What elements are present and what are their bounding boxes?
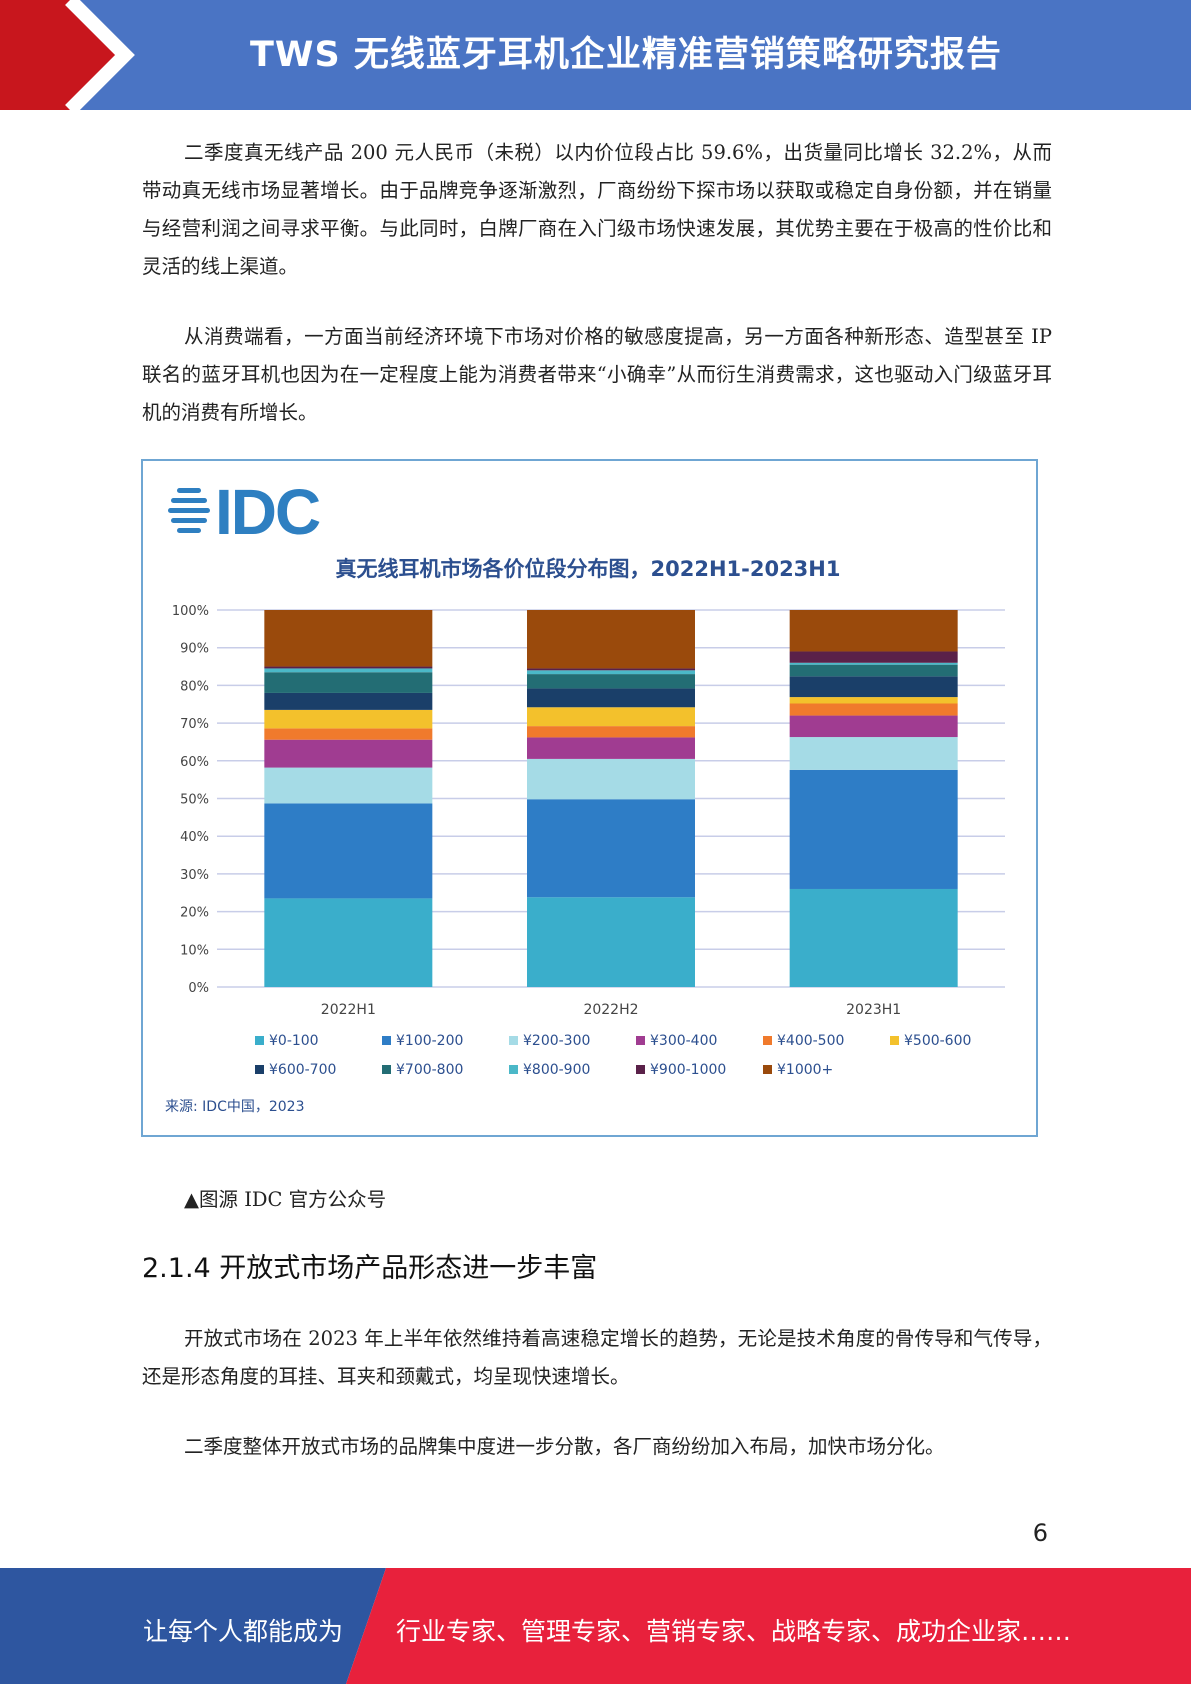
bar-segment-9 xyxy=(527,670,695,675)
x-tick-label: 2023H1 xyxy=(846,1002,901,1018)
legend-label: ¥0-100 xyxy=(269,1033,319,1049)
y-tick-label: 100% xyxy=(172,604,209,619)
legend-swatch xyxy=(255,1036,264,1045)
bar-segment-2 xyxy=(264,803,433,899)
y-tick-label: 30% xyxy=(180,868,209,883)
paragraph-price-segment: 二季度真无线产品 200 元人民币（未税）以内价位段占比 59.6%，出货量同比… xyxy=(142,141,1052,278)
bar-segment-2 xyxy=(789,769,958,889)
legend-label: ¥300-400 xyxy=(650,1033,717,1049)
source-note: 来源: IDC中国，2023 xyxy=(165,1099,304,1115)
bar-segment-10 xyxy=(789,651,958,663)
y-tick-label: 20% xyxy=(180,906,209,921)
legend-swatch xyxy=(255,1065,264,1074)
chart-title: 真无线耳机市场各价位段分布图，2022H1-2023H1 xyxy=(336,557,841,581)
legend-label: ¥100-200 xyxy=(396,1033,463,1049)
y-tick-label: 40% xyxy=(180,830,209,845)
legend-swatch xyxy=(509,1065,518,1074)
bar-segment-8 xyxy=(527,674,695,689)
header-arrow-decoration xyxy=(0,0,135,110)
footer-slogan-left: 让每个人都能成为 xyxy=(143,1617,344,1646)
legend-label: ¥800-900 xyxy=(523,1062,590,1078)
chart-figure: IDC 真无线耳机市场各价位段分布图，2022H1-2023H1 0% 10% 20… xyxy=(141,459,1038,1137)
y-tick-label: 60% xyxy=(180,755,209,770)
y-tick-label: 50% xyxy=(180,793,209,808)
bar-segment-6 xyxy=(789,697,958,704)
header-title: TWS 无线蓝牙耳机企业精准营销策略研究报告 xyxy=(250,35,1002,75)
y-tick-label: 90% xyxy=(180,642,209,657)
legend-label: ¥700-800 xyxy=(396,1062,463,1078)
stacked-bar-chart: IDC 真无线耳机市场各价位段分布图，2022H1-2023H1 0% 10% 20… xyxy=(165,476,1005,1115)
bar-segment-2 xyxy=(527,799,695,898)
bar-segment-4 xyxy=(264,739,433,768)
paragraph-consumer-side: 从消费端看，一方面当前经济环境下市场对价格的敏感度提高，另一方面各种新形态、造型… xyxy=(142,325,1052,424)
legend-label: ¥500-600 xyxy=(904,1033,971,1049)
x-tick-label: 2022H2 xyxy=(583,1002,638,1018)
bar-segment-3 xyxy=(789,737,958,770)
y-tick-label: 0% xyxy=(188,981,209,996)
idc-logo-globe-icon xyxy=(168,488,210,533)
bar-segment-7 xyxy=(527,688,695,708)
bar-segment-1 xyxy=(264,898,433,987)
bar-segment-4 xyxy=(527,737,695,759)
legend-swatch xyxy=(763,1036,772,1045)
legend-swatch xyxy=(636,1065,645,1074)
y-tick-label: 80% xyxy=(180,679,209,694)
paragraph-open-market-brands: 二季度整体开放式市场的品牌集中度进一步分散，各厂商纷纷加入布局，加快市场分化。 xyxy=(184,1435,945,1458)
bar-segment-11 xyxy=(789,610,958,652)
footer-bar xyxy=(0,1568,1191,1684)
bar-segment-1 xyxy=(527,897,695,987)
bar-segment-11 xyxy=(527,610,695,669)
legend-label: ¥400-500 xyxy=(777,1033,844,1049)
bar-segment-7 xyxy=(789,676,958,698)
bar-segment-10 xyxy=(527,668,695,671)
bar-segment-6 xyxy=(264,709,433,729)
legend-swatch xyxy=(890,1036,899,1045)
legend-label: ¥200-300 xyxy=(523,1033,590,1049)
idc-logo: IDC xyxy=(168,476,322,548)
y-tick-label: 10% xyxy=(180,943,209,958)
y-tick-label: 70% xyxy=(180,717,209,732)
legend-label: ¥900-1000 xyxy=(650,1062,726,1078)
bar-segment-6 xyxy=(527,707,695,727)
section-heading: 2.1.4 开放式市场产品形态进一步丰富 xyxy=(142,1253,598,1284)
page-number: 6 xyxy=(1032,1519,1048,1547)
bar-segment-8 xyxy=(264,672,433,693)
bar-segment-1 xyxy=(789,888,958,987)
legend-swatch xyxy=(763,1065,772,1074)
bar-segment-8 xyxy=(789,664,958,677)
legend-swatch xyxy=(382,1065,391,1074)
bar-segment-9 xyxy=(789,662,958,665)
legend-swatch xyxy=(636,1036,645,1045)
idc-logo-text: IDC xyxy=(215,476,320,548)
legend-swatch xyxy=(509,1036,518,1045)
header-bar: TWS 无线蓝牙耳机企业精准营销策略研究报告 xyxy=(0,0,1191,110)
footer-slogan-right: 行业专家、管理专家、营销专家、战略专家、成功企业家…… xyxy=(396,1617,1072,1646)
bar-segment-3 xyxy=(527,758,695,800)
bar-segment-11 xyxy=(264,610,433,667)
legend-label: ¥1000+ xyxy=(777,1062,833,1078)
figure-caption: ▲图源 IDC 官方公众号 xyxy=(184,1188,387,1211)
bar-segment-5 xyxy=(264,728,433,740)
bar-segment-5 xyxy=(789,703,958,716)
legend-swatch xyxy=(382,1036,391,1045)
bar-segment-10 xyxy=(264,666,433,669)
paragraph-open-market-growth: 开放式市场在 2023 年上半年依然维持着高速稳定增长的趋势，无论是技术角度的骨… xyxy=(142,1327,1052,1388)
bar-segment-5 xyxy=(527,726,695,738)
x-tick-label: 2022H1 xyxy=(321,1002,376,1018)
bar-segment-3 xyxy=(264,767,433,804)
bar-segment-4 xyxy=(789,715,958,738)
legend-label: ¥600-700 xyxy=(269,1062,336,1078)
bar-segment-7 xyxy=(264,692,433,710)
bar-segment-9 xyxy=(264,668,433,673)
